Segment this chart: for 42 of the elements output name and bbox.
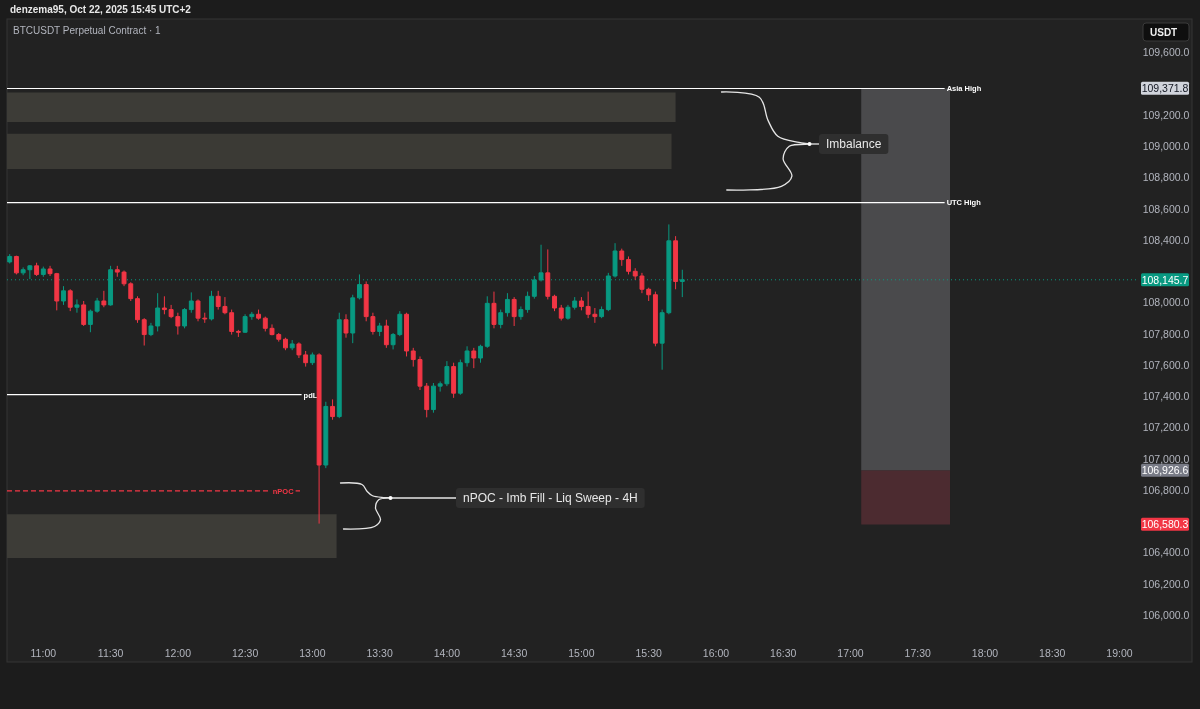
x-tick-label: 14:30 <box>501 647 528 659</box>
y-tick-label: 109,600.0 <box>1142 46 1190 59</box>
y-tick-label: 107,800.0 <box>1142 327 1190 340</box>
y-tick-label: 109,200.0 <box>1142 108 1190 121</box>
x-tick-label: 13:00 <box>299 647 326 659</box>
x-tick-label: 12:00 <box>164 647 192 659</box>
x-tick-label: 16:00 <box>702 647 730 659</box>
x-tick-label: 15:00 <box>568 647 595 659</box>
x-tick-label: 15:30 <box>635 647 662 659</box>
ref-line-label: 108,145.7 <box>1141 273 1189 286</box>
y-tick-label: 108,800.0 <box>1142 171 1190 184</box>
x-tick-label: 18:30 <box>1039 647 1066 659</box>
x-tick-label: 16:30 <box>770 647 797 659</box>
y-tick-label: 107,400.0 <box>1142 390 1190 403</box>
y-tick-label: 107,000.0 <box>1142 452 1190 465</box>
y-tick-label: 106,000.0 <box>1142 608 1190 621</box>
x-tick-label: 12:30 <box>231 647 259 659</box>
y-tick-label: 106,200.0 <box>1142 577 1190 590</box>
y-tick-label: 106,800.0 <box>1142 483 1190 496</box>
text: 106,926.6 <box>1141 464 1189 477</box>
x-tick-label: 13:30 <box>366 647 393 659</box>
x-tick-label: 17:30 <box>904 647 932 659</box>
y-tick-label: 106,400.0 <box>1142 546 1190 559</box>
y-axis-title: USDT <box>1150 26 1178 38</box>
y-tick-label: 108,400.0 <box>1142 233 1190 246</box>
y-tick-label: 109,000.0 <box>1142 140 1190 153</box>
x-tick-label: 18:00 <box>971 647 999 659</box>
x-tick-label: 11:30 <box>97 647 124 659</box>
y-tick-label: 107,600.0 <box>1142 358 1190 371</box>
y-tick-label: 108,600.0 <box>1142 202 1190 215</box>
text: BTCUSDT Perpetual Contract · 1 <box>13 25 162 36</box>
x-tick-label: 14:00 <box>433 647 461 659</box>
x-tick-label: 19:00 <box>1106 647 1133 659</box>
annotation: Imbalance <box>826 137 882 152</box>
annotation: nPOC - Imb Fill - Liq Sweep - 4H <box>463 491 638 506</box>
x-tick-label: 11:00 <box>30 647 57 659</box>
text: denzema95, Oct 22, 2025 15:45 UTC+2 <box>10 3 192 15</box>
x-tick-label: 17:00 <box>837 647 864 659</box>
text: 106,580.3 <box>1141 518 1189 531</box>
y-tick-label: 107,200.0 <box>1142 421 1190 434</box>
text: 109,371.8 <box>1141 82 1189 95</box>
y-tick-label: 108,000.0 <box>1142 296 1190 309</box>
